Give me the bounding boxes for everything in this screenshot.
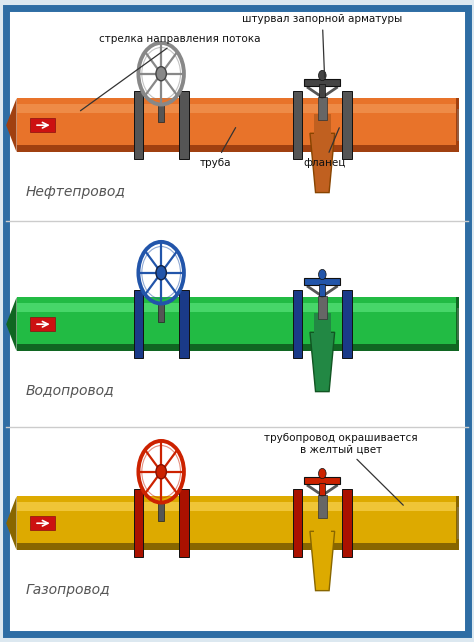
Bar bbox=[30, 516, 55, 530]
Bar bbox=[17, 103, 457, 113]
Polygon shape bbox=[310, 532, 335, 591]
Bar bbox=[179, 489, 189, 557]
Circle shape bbox=[319, 270, 326, 280]
Bar bbox=[314, 313, 331, 335]
Bar bbox=[158, 503, 164, 521]
Bar bbox=[158, 304, 164, 322]
Text: труба: труба bbox=[200, 128, 236, 168]
Bar bbox=[134, 489, 143, 557]
Text: трубопровод окрашивается
в желтый цвет: трубопровод окрашивается в желтый цвет bbox=[264, 433, 418, 505]
Bar bbox=[342, 290, 352, 358]
Bar bbox=[134, 290, 143, 358]
Bar bbox=[17, 98, 457, 152]
Bar bbox=[342, 489, 352, 557]
Bar bbox=[17, 98, 457, 145]
Text: штурвал запорной арматуры: штурвал запорной арматуры bbox=[242, 15, 402, 78]
Bar bbox=[457, 507, 459, 539]
Polygon shape bbox=[6, 496, 17, 550]
Bar bbox=[179, 91, 189, 159]
Bar bbox=[293, 290, 302, 358]
Bar bbox=[456, 297, 459, 351]
Bar bbox=[134, 91, 143, 159]
Bar bbox=[457, 308, 459, 340]
Bar bbox=[342, 91, 352, 159]
Bar bbox=[314, 114, 331, 136]
Bar bbox=[17, 501, 457, 511]
Circle shape bbox=[156, 266, 166, 280]
Circle shape bbox=[319, 71, 326, 81]
Bar bbox=[456, 98, 459, 152]
Text: фланец: фланец bbox=[303, 128, 346, 168]
Polygon shape bbox=[6, 98, 17, 152]
Bar bbox=[304, 79, 340, 86]
Circle shape bbox=[156, 465, 166, 479]
Bar bbox=[318, 496, 327, 518]
Text: Нефтепровод: Нефтепровод bbox=[26, 185, 126, 199]
Bar bbox=[319, 85, 325, 98]
Bar bbox=[293, 91, 302, 159]
Bar bbox=[158, 105, 164, 123]
Bar bbox=[17, 496, 457, 543]
Text: стрелка направления потока: стрелка направления потока bbox=[81, 34, 261, 110]
Bar bbox=[293, 489, 302, 557]
Bar bbox=[30, 118, 55, 132]
Text: Водопровод: Водопровод bbox=[26, 384, 115, 398]
Circle shape bbox=[319, 469, 326, 479]
Bar bbox=[319, 483, 325, 496]
Bar bbox=[456, 496, 459, 550]
Polygon shape bbox=[6, 297, 17, 351]
Bar bbox=[17, 297, 457, 351]
Polygon shape bbox=[310, 333, 335, 392]
Bar bbox=[179, 290, 189, 358]
Bar bbox=[318, 297, 327, 319]
Bar bbox=[318, 98, 327, 120]
Bar bbox=[30, 317, 55, 331]
Bar bbox=[304, 477, 340, 484]
Bar bbox=[319, 284, 325, 297]
Bar bbox=[17, 302, 457, 312]
Bar bbox=[314, 512, 331, 534]
Bar bbox=[304, 278, 340, 285]
Polygon shape bbox=[310, 134, 335, 193]
Text: Газопровод: Газопровод bbox=[26, 583, 111, 597]
Circle shape bbox=[156, 67, 166, 81]
Bar bbox=[457, 109, 459, 141]
Bar bbox=[17, 297, 457, 344]
Bar bbox=[17, 496, 457, 550]
